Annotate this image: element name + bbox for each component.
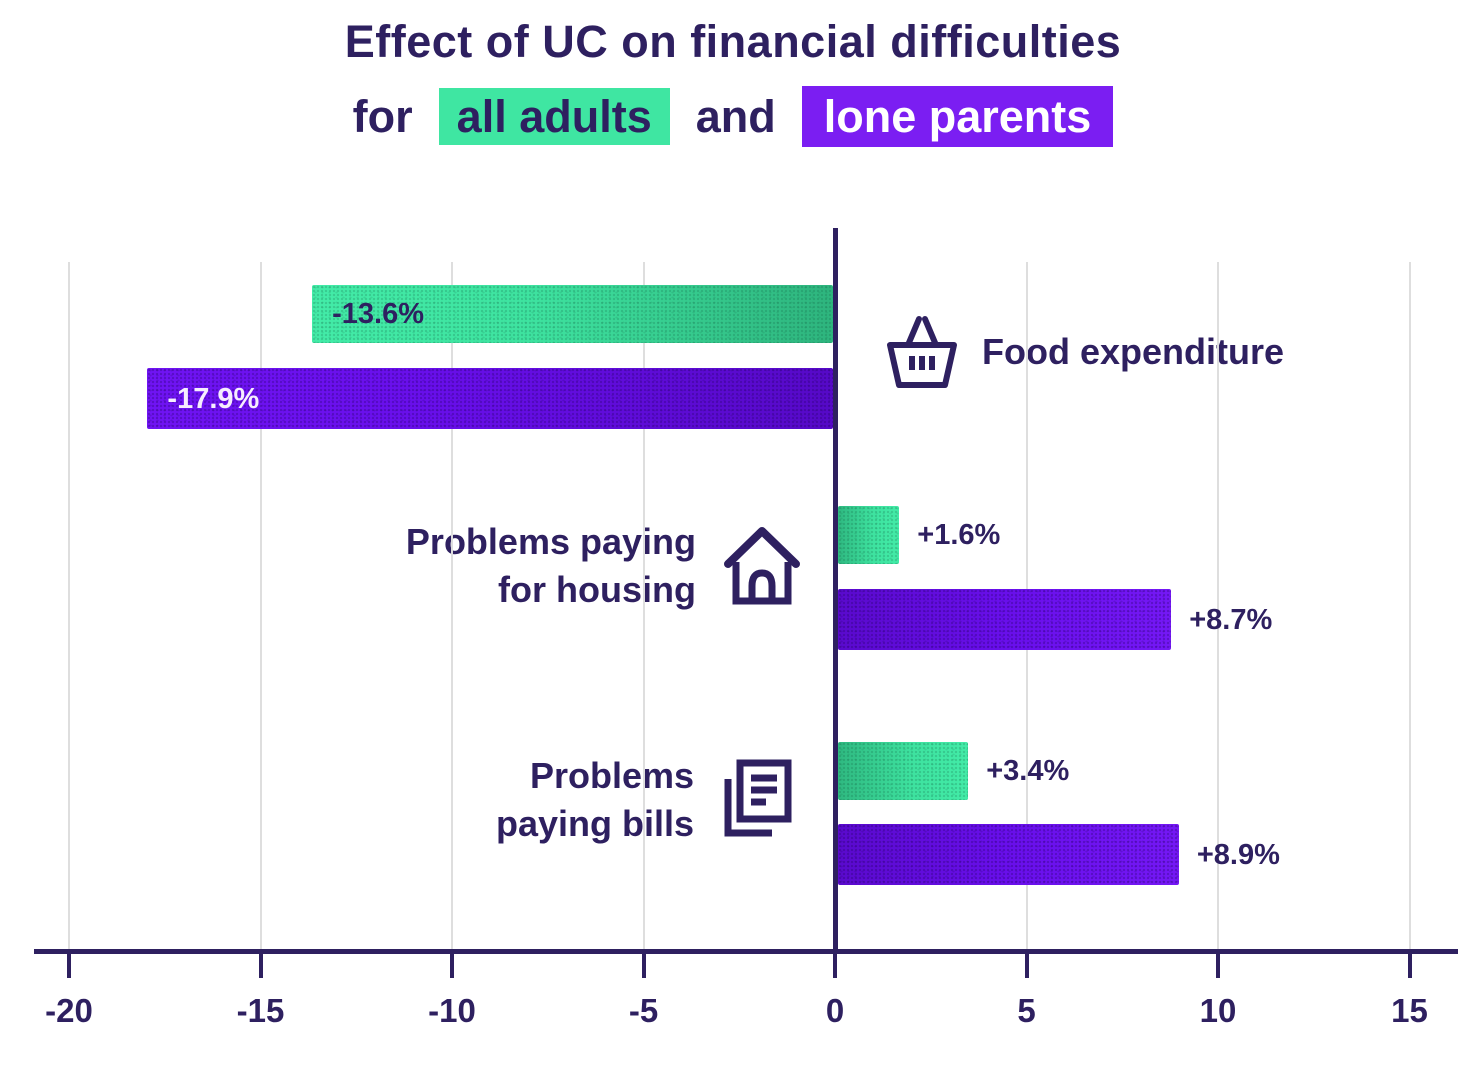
bar-all-adults-problems-paying-for-housing — [838, 506, 900, 564]
title-word-and: and — [695, 90, 776, 142]
x-axis-tick-label: -10 — [428, 992, 476, 1029]
bar-lone-parents-problems-paying-bills — [838, 824, 1179, 885]
x-axis-tick-label: -5 — [628, 992, 659, 1029]
category-food-expenditure: Food expenditure — [886, 314, 1284, 390]
shopping-basket-icon — [887, 316, 957, 388]
x-axis-tick-label: 5 — [1017, 992, 1036, 1029]
x-axis-line — [34, 949, 1458, 954]
value-label-lone-parents-problems-paying-for-housing: +8.7% — [1189, 603, 1273, 636]
gridline — [68, 262, 70, 949]
x-axis-tick — [450, 954, 454, 978]
bills-icon — [724, 759, 792, 837]
value-label-all-adults-problems-paying-for-housing: +1.6% — [917, 519, 1001, 551]
category-problems-paying-for-housing: Problems paying for housing — [406, 518, 802, 614]
bar-all-adults-food-expenditure — [312, 285, 833, 343]
title-line2: for all adults and lone parents — [0, 86, 1466, 147]
x-axis-tick-label: -15 — [236, 992, 285, 1029]
bar-all-adults-problems-paying-bills — [838, 742, 969, 800]
chart-title: Effect of UC on financial difficulties f… — [0, 16, 1466, 147]
gridline — [642, 262, 645, 949]
value-label-all-adults-problems-paying-bills: +3.4% — [986, 755, 1070, 787]
value-label-lone-parents-food-expenditure: -17.9% — [167, 382, 260, 415]
x-axis-tick — [1216, 954, 1220, 978]
gridline — [1408, 262, 1411, 949]
category-label-housing: Problems paying for housing — [405, 521, 696, 610]
value-label-lone-parents-problems-paying-bills: +8.9% — [1196, 838, 1280, 871]
gridline — [451, 262, 453, 949]
title-word-for: for — [352, 90, 413, 142]
legend-chip-lone-parents: lone parents — [801, 86, 1114, 147]
house-icon — [724, 527, 800, 605]
category-problems-paying-bills: Problems paying bills — [496, 752, 792, 848]
x-axis-tick-label: 15 — [1391, 992, 1428, 1029]
gridline — [1217, 262, 1219, 949]
legend-chip-all-adults: all adults — [438, 88, 670, 145]
x-axis-tick — [67, 954, 71, 978]
x-axis-tick — [1024, 954, 1029, 978]
category-label-food: Food expenditure — [982, 331, 1285, 372]
zero-baseline — [833, 228, 838, 954]
x-axis-tick — [1407, 954, 1412, 978]
x-axis-tick — [258, 954, 263, 978]
bar-lone-parents-problems-paying-for-housing — [838, 589, 1172, 650]
x-axis-tick-label: -20 — [45, 992, 93, 1029]
x-axis-tick — [641, 954, 646, 978]
bar-lone-parents-food-expenditure — [147, 368, 833, 429]
x-axis-tick — [833, 954, 837, 978]
gridline — [259, 262, 262, 949]
title-line1: Effect of UC on financial difficulties — [344, 16, 1122, 67]
x-axis-tick-label: 0 — [825, 992, 845, 1029]
value-label-all-adults-food-expenditure: -13.6% — [332, 298, 424, 330]
x-axis-tick-label: 10 — [1199, 992, 1237, 1029]
category-label-bills: Problems paying bills — [495, 755, 694, 844]
